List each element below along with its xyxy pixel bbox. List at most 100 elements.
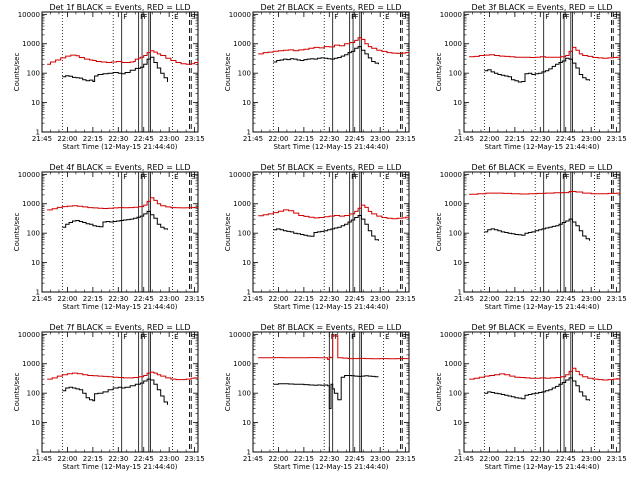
y-tick-label: 1 xyxy=(36,129,40,137)
y-tick-label: 1000 xyxy=(22,360,40,368)
marker-letter-label: F xyxy=(140,333,144,341)
y-axis-label: Counts/sec xyxy=(13,213,21,252)
x-tick-label: 22:30 xyxy=(319,135,339,143)
marker-letter-label: F xyxy=(144,333,148,341)
marker-letter-label: F xyxy=(355,13,359,21)
x-tick-label: 22:15 xyxy=(83,455,103,463)
marker-letter-label: F xyxy=(351,173,355,181)
x-tick-label: 22:00 xyxy=(57,295,77,303)
marker-letter-label: F xyxy=(334,173,338,181)
x-tick-label: 21:45 xyxy=(32,455,52,463)
panel-det-1f: Det 1f BLACK = Events, RED = LLD 1 10 100 10… xyxy=(13,3,205,151)
y-axis-label: Counts/sec xyxy=(13,373,21,412)
x-tick-label: 21:45 xyxy=(32,135,52,143)
marker-letter-label: F xyxy=(123,173,127,181)
x-tick-label: 22:45 xyxy=(345,455,365,463)
y-tick-label: 1000 xyxy=(444,360,462,368)
panel-title: Det 9f BLACK = Events, RED = LLD xyxy=(471,323,612,332)
x-tick-label: 22:45 xyxy=(134,135,154,143)
x-tick-label: 22:30 xyxy=(108,295,128,303)
panel-title: Det 3f BLACK = Events, RED = LLD xyxy=(471,3,612,12)
panel-title: Det 1f BLACK = Events, RED = LLD xyxy=(49,3,190,12)
x-axis-label: Start Time (12-May-15 21:44:40) xyxy=(273,463,388,471)
x-tick-label: 23:15 xyxy=(185,455,205,463)
marker-letter-label: F xyxy=(334,333,338,341)
x-tick-label: 22:00 xyxy=(57,135,77,143)
x-tick-label: 21:45 xyxy=(454,455,474,463)
x-tick-label: 22:45 xyxy=(556,135,576,143)
y-tick-label: 10 xyxy=(31,259,40,267)
y-tick-label: 100 xyxy=(238,70,251,78)
x-tick-label: 22:00 xyxy=(57,455,77,463)
x-tick-label: 22:30 xyxy=(530,295,550,303)
x-axis-label: Start Time (12-May-15 21:44:40) xyxy=(62,143,177,151)
plot-frame xyxy=(41,171,199,293)
panel-det-4f: Det 4f BLACK = Events, RED = LLD 1 10 100 10… xyxy=(13,163,205,311)
marker-letter-label: S xyxy=(402,13,407,21)
y-tick-label: 1000 xyxy=(444,200,462,208)
marker-letter-label: E xyxy=(174,13,178,21)
plot-frame xyxy=(252,11,410,133)
lld-series-line xyxy=(469,191,620,195)
x-tick-label: 23:00 xyxy=(581,455,601,463)
panel-det-7f: Det 7f BLACK = Events, RED = LLD 1 10 100 10… xyxy=(13,323,205,471)
panel-title: Det 7f BLACK = Events, RED = LLD xyxy=(49,323,190,332)
marker-letter-label: S xyxy=(613,13,618,21)
y-axis-label: Counts/sec xyxy=(224,213,232,252)
marker-letter-label: S xyxy=(402,173,407,181)
y-tick-label: 10 xyxy=(453,419,462,427)
x-tick-label: 23:15 xyxy=(396,135,416,143)
y-tick-label: 1000 xyxy=(233,200,251,208)
marker-letter-label: E xyxy=(385,333,389,341)
x-tick-label: 23:15 xyxy=(607,135,627,143)
x-tick-label: 22:00 xyxy=(479,455,499,463)
events-series-line xyxy=(484,377,590,401)
y-tick-label: 1 xyxy=(458,289,462,297)
y-tick-label: 10 xyxy=(31,99,40,107)
x-tick-label: 22:15 xyxy=(505,295,525,303)
marker-letter-label: S xyxy=(191,173,196,181)
x-tick-label: 23:00 xyxy=(581,135,601,143)
marker-letter-label: F xyxy=(334,13,338,21)
x-axis-label: Start Time (12-May-15 21:44:40) xyxy=(484,463,599,471)
marker-letter-label: F xyxy=(123,333,127,341)
lld-series-line xyxy=(47,50,199,65)
panel-title: Det 6f BLACK = Events, RED = LLD xyxy=(471,163,612,172)
events-series-line xyxy=(273,46,379,65)
marker-letter-label: F xyxy=(545,13,549,21)
x-tick-label: 22:00 xyxy=(479,135,499,143)
x-tick-label: 22:00 xyxy=(268,295,288,303)
y-tick-label: 1 xyxy=(458,449,462,457)
y-tick-label: 10000 xyxy=(18,11,40,19)
y-tick-label: 100 xyxy=(449,390,462,398)
panel-title: Det 5f BLACK = Events, RED = LLD xyxy=(260,163,401,172)
panel-title: Det 2f BLACK = Events, RED = LLD xyxy=(260,3,401,12)
y-tick-label: 1 xyxy=(247,289,251,297)
marker-letter-label: S xyxy=(402,333,407,341)
marker-letter-label: F xyxy=(566,333,570,341)
lld-series-line xyxy=(258,335,410,360)
lld-series-line xyxy=(469,46,621,59)
x-tick-label: 23:15 xyxy=(396,295,416,303)
y-tick-label: 100 xyxy=(449,230,462,238)
y-tick-label: 1 xyxy=(36,289,40,297)
marker-letter-label: F xyxy=(545,173,549,181)
y-tick-label: 10000 xyxy=(229,171,251,179)
y-tick-label: 1 xyxy=(36,449,40,457)
marker-letter-label: F xyxy=(123,13,127,21)
marker-letter-label: F xyxy=(566,13,570,21)
x-tick-label: 22:15 xyxy=(505,455,525,463)
marker-letter-label: E xyxy=(174,173,178,181)
x-tick-label: 22:45 xyxy=(134,295,154,303)
marker-letter-label: F xyxy=(144,173,148,181)
x-tick-label: 23:15 xyxy=(607,295,627,303)
x-tick-label: 22:30 xyxy=(530,135,550,143)
marker-letter-label: E xyxy=(596,333,600,341)
events-series-line xyxy=(62,378,168,405)
y-tick-label: 10 xyxy=(31,419,40,427)
y-tick-label: 10 xyxy=(242,259,251,267)
y-tick-label: 10000 xyxy=(440,11,462,19)
marker-letter-label: S xyxy=(191,333,196,341)
x-tick-label: 21:45 xyxy=(243,135,263,143)
